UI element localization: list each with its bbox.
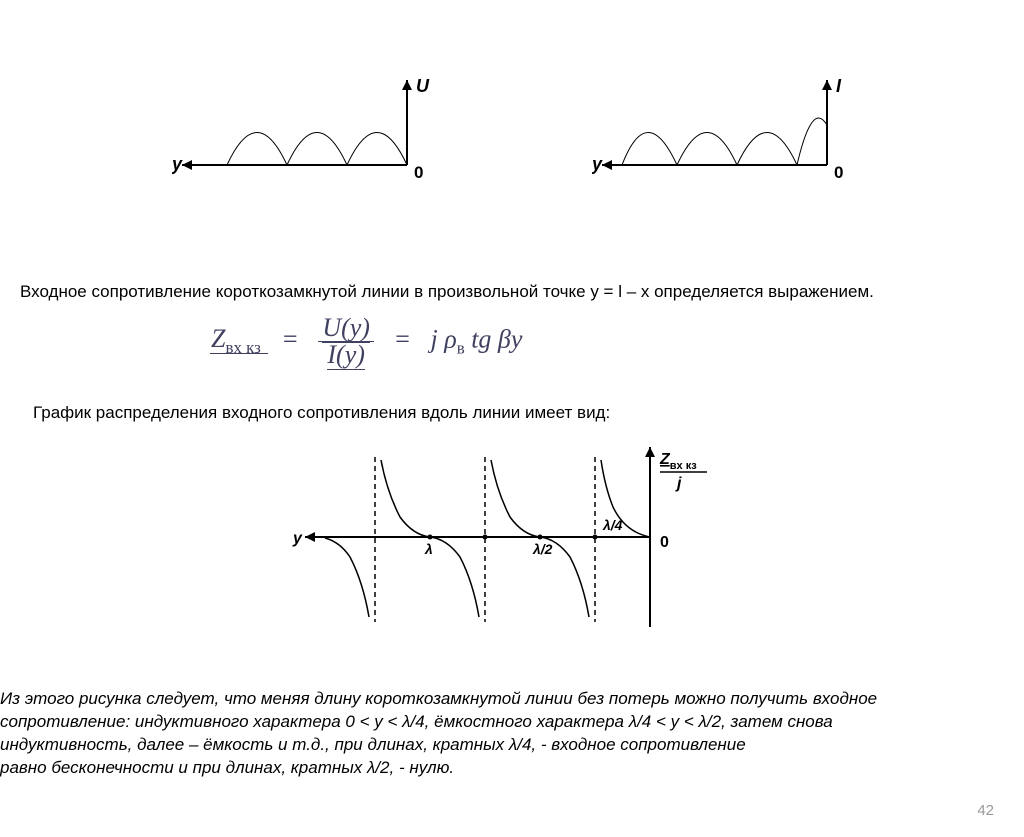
impedance-chart: y 0 Zвх кз j λ/4 λ/2 λ: [275, 432, 735, 642]
svg-text:Zвх кз: Zвх кз: [659, 451, 697, 472]
svg-text:j: j: [675, 475, 682, 492]
current-chart: I y 0: [592, 70, 852, 190]
paragraph-2: График распределения входного сопротивле…: [33, 402, 1013, 425]
svg-text:0: 0: [414, 163, 423, 182]
svg-text:0: 0: [834, 163, 843, 182]
page-number: 42: [977, 802, 994, 819]
formula-rhs-sub: в: [457, 339, 465, 358]
voltage-chart: U y 0: [172, 70, 432, 190]
formula-rhs2: tg βy: [465, 324, 523, 353]
svg-text:I: I: [836, 76, 842, 96]
formula-lhs-sub: вх кз: [225, 339, 260, 358]
formula-den: I(y): [327, 340, 365, 370]
formula-num: U(y): [322, 313, 370, 343]
para1-text: Входное сопротивление короткозамкнутой л…: [20, 282, 874, 301]
svg-text:y: y: [592, 154, 603, 174]
svg-text:λ/2: λ/2: [532, 541, 553, 557]
svg-text:λ: λ: [424, 541, 433, 557]
svg-text:λ/4: λ/4: [602, 517, 623, 533]
svg-text:y: y: [292, 530, 303, 547]
top-chart-row: U y 0 I y 0: [0, 70, 1024, 190]
svg-text:0: 0: [660, 534, 669, 551]
para3-l2: сопротивление: индуктивного характера 0 …: [0, 712, 833, 731]
svg-text:y: y: [172, 154, 183, 174]
para3-l1: Из этого рисунка следует, что меняя длин…: [0, 689, 877, 708]
formula-rhs1: j ρ: [431, 324, 457, 353]
para3-l4: равно бесконечности и при длинах, кратны…: [0, 758, 454, 777]
formula-lhs-var: Z: [211, 324, 225, 353]
para2-text: График распределения входного сопротивле…: [33, 403, 610, 422]
para3-l3: индуктивность, далее – ёмкость и т.д., п…: [0, 735, 746, 754]
paragraph-1: Входное сопротивление короткозамкнутой л…: [20, 281, 1020, 304]
formula: Zвх кз = U(y) I(y) = j ρв tg βy: [210, 315, 522, 368]
svg-text:U: U: [416, 76, 430, 96]
paragraph-3: Из этого рисунка следует, что меняя длин…: [0, 688, 1024, 780]
